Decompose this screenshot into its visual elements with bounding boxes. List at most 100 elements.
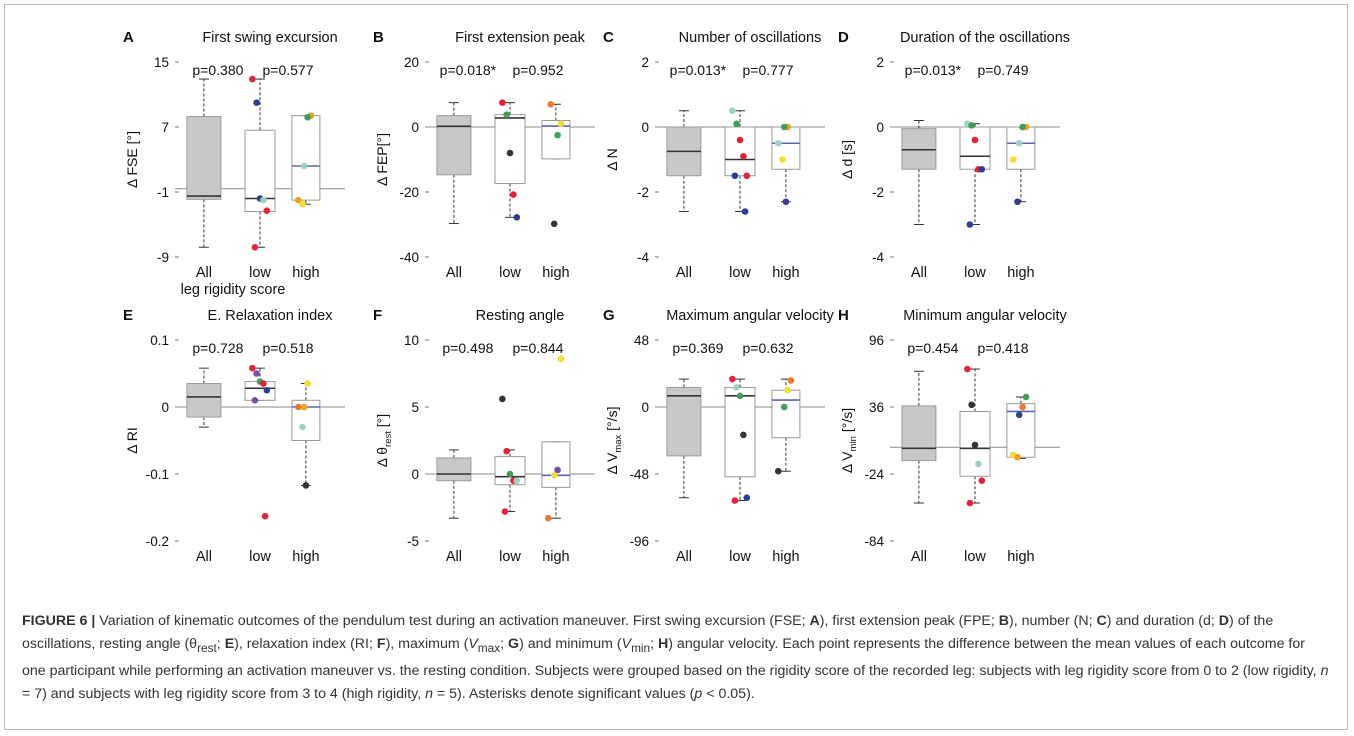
subject-point <box>741 208 749 215</box>
subject-point <box>1019 123 1026 131</box>
p-value-groups: p=0.418 <box>978 340 1029 356</box>
subject-point <box>780 403 788 411</box>
p-value-all: p=0.380 <box>192 62 243 78</box>
p-value-all: p=0.498 <box>442 340 493 356</box>
caption-ref-c: C <box>1096 613 1107 629</box>
y-tick-label: 48 <box>634 333 649 348</box>
subject-point <box>740 152 747 160</box>
subject-point <box>260 196 267 204</box>
box-high <box>291 115 321 201</box>
caption-text: ; <box>500 636 509 652</box>
caption-text: ) and minimum ( <box>519 636 622 652</box>
caption-ref-e: E <box>224 636 235 652</box>
x-tick-label: All <box>446 265 462 281</box>
x-group-title: leg rigidity score <box>181 282 286 298</box>
subject-point <box>736 136 744 144</box>
box-all <box>186 115 222 200</box>
box-low <box>494 456 526 486</box>
subject-point <box>503 111 510 118</box>
subject-point <box>964 365 971 373</box>
subject-point <box>968 401 975 409</box>
subject-point <box>784 386 791 394</box>
caption-text: ; <box>650 636 659 652</box>
subject-point <box>251 397 259 404</box>
subject-point <box>1014 198 1021 206</box>
caption-ref-d: D <box>1218 613 1230 629</box>
subject-point <box>554 466 561 474</box>
y-tick-label: 0 <box>641 120 649 135</box>
subject-point <box>513 214 521 221</box>
panel-title: First extension peak <box>455 30 586 46</box>
subject-point <box>300 162 308 170</box>
caption-v-symbol: V <box>621 636 632 652</box>
y-axis-label: Δ FSE [°] <box>124 131 140 188</box>
caption-text: < 0.05). <box>702 685 755 702</box>
subject-point <box>1022 393 1030 401</box>
y-tick-label: 15 <box>154 55 169 70</box>
caption-text: ), number (N; <box>1009 613 1097 629</box>
figure-frame <box>4 4 1348 730</box>
x-tick-label: low <box>729 265 751 281</box>
y-tick-label: -0.1 <box>146 467 169 482</box>
caption-sub-min: min <box>631 640 651 655</box>
subject-point <box>249 364 256 372</box>
p-value-all: p=0.018* <box>440 62 497 78</box>
subject-point <box>968 122 975 129</box>
x-tick-label: high <box>1007 549 1034 565</box>
subject-point <box>557 355 565 363</box>
panel-letter: H <box>838 307 849 324</box>
caption-sub-max: max <box>477 640 501 655</box>
box-high <box>771 389 801 439</box>
y-tick-label: 0 <box>161 400 169 415</box>
subject-point <box>253 370 260 377</box>
y-tick-label: -48 <box>629 467 649 482</box>
y-tick-label: 5 <box>411 400 419 415</box>
x-tick-label: All <box>196 549 212 565</box>
y-axis-label: Δ N <box>604 148 620 171</box>
caption-text: ; <box>216 636 225 652</box>
x-tick-label: low <box>964 549 986 565</box>
panel-letter: A <box>123 29 134 46</box>
y-tick-label: -4 <box>637 250 649 265</box>
subject-point <box>743 172 751 180</box>
x-tick-label: high <box>542 265 569 281</box>
subject-point <box>499 395 506 403</box>
subject-point <box>731 497 739 504</box>
panel-title: Duration of the oscillations <box>900 30 1070 46</box>
y-tick-label: 2 <box>876 55 884 70</box>
subject-point <box>304 113 311 121</box>
box-low <box>494 114 526 185</box>
x-tick-label: All <box>911 265 927 281</box>
p-value-all: p=0.728 <box>192 340 243 356</box>
y-tick-label: -0.2 <box>146 534 169 549</box>
caption-figure-label: FIGURE 6 | <box>22 613 96 629</box>
panel-title: Minimum angular velocity <box>903 308 1067 324</box>
subject-point <box>966 221 974 228</box>
subject-point <box>499 99 506 106</box>
box-all <box>186 383 222 418</box>
caption-text: ) angular velocity. Each point represent… <box>22 636 1321 679</box>
y-tick-label: 0 <box>411 467 419 482</box>
subject-point <box>966 499 974 507</box>
figure-panels: A First swing excursion 15 7 -1 -9 Δ FSE [°] p=… <box>123 29 1070 565</box>
box-all <box>901 128 937 170</box>
x-tick-label: high <box>772 549 799 565</box>
caption-n-symbol: n <box>1320 662 1329 679</box>
y-tick-label: -96 <box>629 534 649 549</box>
x-tick-label: low <box>729 549 751 565</box>
y-axis-label: Δ Vmin [°/s] <box>839 408 859 473</box>
panel-letter: D <box>838 29 849 46</box>
box-low <box>724 126 756 177</box>
panel-title: E. Relaxation index <box>208 308 334 324</box>
p-value-all: p=0.369 <box>672 340 723 356</box>
subject-point <box>1015 139 1023 147</box>
caption-ref-g: G <box>508 636 520 652</box>
p-value-groups: p=0.518 <box>263 340 314 356</box>
y-tick-label: -24 <box>864 467 884 482</box>
p-value-groups: p=0.749 <box>978 62 1029 78</box>
subject-point <box>774 467 782 475</box>
y-tick-label: -40 <box>399 250 419 265</box>
caption-ref-f: F <box>376 636 386 652</box>
x-tick-label: high <box>1007 265 1034 281</box>
x-tick-label: low <box>499 549 521 565</box>
